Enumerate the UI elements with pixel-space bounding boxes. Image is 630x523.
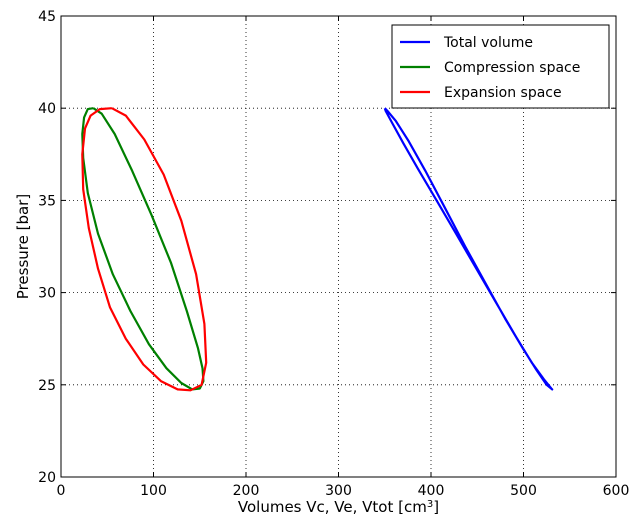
- y-tick-label: 25: [38, 378, 56, 394]
- legend: Total volume Compression space Expansion…: [391, 24, 610, 109]
- series-line-expansion-space: [81, 107, 208, 392]
- x-tick-label: 0: [57, 483, 66, 499]
- y-tick-label: 40: [38, 101, 56, 117]
- legend-label-total-volume: Total volume: [443, 35, 533, 51]
- x-tick-label: 200: [233, 483, 260, 499]
- y-axis-label: Pressure [bar]: [14, 194, 32, 299]
- y-tick-label: 30: [38, 286, 56, 302]
- y-tick-label: 20: [38, 470, 56, 486]
- x-tick-label: 600: [603, 483, 630, 499]
- x-tick-labels: 0 100 200 300 400 500 600: [57, 483, 630, 499]
- series-layer: [81, 107, 554, 392]
- x-tick-label: 500: [510, 483, 537, 499]
- x-tick-label: 300: [325, 483, 352, 499]
- x-tick-label: 100: [140, 483, 167, 499]
- series-line-total-volume: [383, 107, 554, 391]
- tick-marks: [60, 15, 617, 478]
- legend-label-compression-space: Compression space: [444, 60, 580, 76]
- legend-label-expansion-space: Expansion space: [444, 85, 562, 101]
- x-tick-label: 400: [418, 483, 445, 499]
- y-tick-labels: 20 25 30 35 40 45: [38, 9, 56, 486]
- y-tick-label: 35: [38, 193, 56, 209]
- series-line-compression-space: [81, 107, 205, 391]
- x-axis-label-superscript: 3: [427, 499, 433, 510]
- x-axis-label: Volumes Vc, Ve, Vtot [cm3]: [238, 498, 439, 516]
- y-tick-label: 45: [38, 9, 56, 25]
